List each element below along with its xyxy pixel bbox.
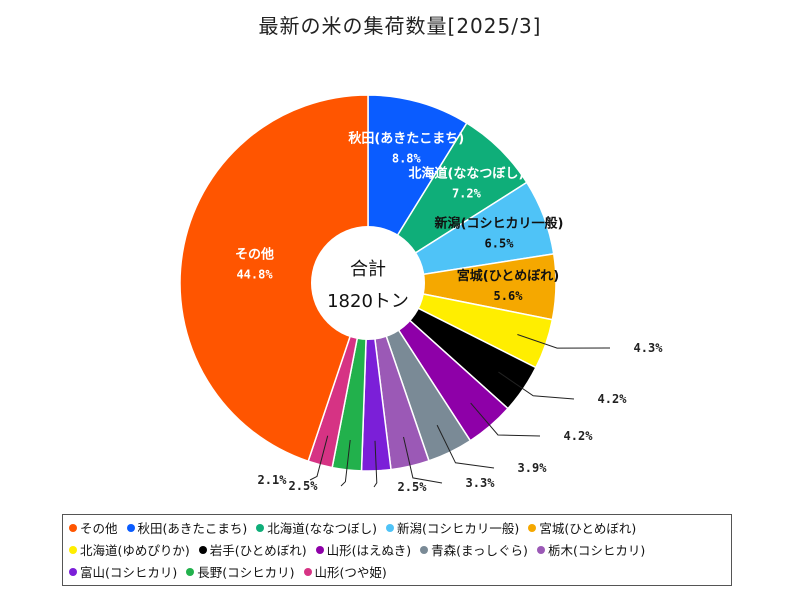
- legend-row: 富山(コシヒカリ) 長野(コシヒカリ) 山形(つや姫): [69, 562, 725, 584]
- legend-label: 長野(コシヒカリ): [197, 565, 295, 580]
- legend-marker-icon: [69, 546, 77, 554]
- legend-label: 岩手(ひとめぼれ): [209, 543, 307, 558]
- legend-label: 北海道(ななつぼし): [267, 521, 378, 536]
- slice-percent-label: 4.2%: [564, 429, 594, 443]
- legend-marker-icon: [420, 546, 429, 554]
- legend-item: 栃木(コシヒカリ): [536, 540, 646, 562]
- legend-marker-icon: [198, 546, 207, 554]
- legend-item: 山形(つや姫): [303, 562, 387, 584]
- legend-label: 青森(まっしぐら): [431, 543, 528, 558]
- legend-label: 秋田(あきたこまち): [137, 521, 248, 536]
- slice-percent-label: 3.3%: [466, 476, 496, 490]
- legend-item: 長野(コシヒカリ): [186, 562, 295, 584]
- legend-item: 富山(コシヒカリ): [69, 562, 177, 584]
- leader-line: [470, 402, 541, 437]
- leader-line: [340, 439, 351, 487]
- legend-label: 富山(コシヒカリ): [80, 565, 178, 580]
- slice-name-label: 宮城(ひとめぼれ): [457, 268, 560, 284]
- legend-item: 北海道(ゆめぴりか): [69, 540, 190, 562]
- legend-marker-icon: [126, 524, 135, 532]
- leader-line: [517, 334, 611, 349]
- slice-percent-label: 2.5%: [289, 479, 319, 493]
- legend-marker-icon: [386, 524, 395, 532]
- slice-percent-label: 7.2%: [452, 187, 482, 201]
- center-total-value: 1820トン: [327, 291, 409, 312]
- legend-item: 新潟(コシヒカリ一般): [386, 518, 519, 540]
- legend-marker-icon: [315, 546, 324, 554]
- slice-percent-label: 5.6%: [494, 289, 524, 303]
- legend-label: 新潟(コシヒカリ一般): [397, 521, 520, 536]
- legend: その他 秋田(あきたこまち) 北海道(ななつぼし) 新潟(コシヒカリ一般) 宮城(ひとめ…: [62, 514, 732, 586]
- legend-item: 青森(まっしぐら): [420, 540, 528, 562]
- slice-percent-label: 2.5%: [398, 480, 428, 494]
- slice-percent-label: 2.1%: [258, 473, 288, 487]
- leader-line: [309, 435, 329, 481]
- legend-item: 岩手(ひとめぼれ): [198, 540, 307, 562]
- slice-percent-label: 6.5%: [485, 237, 515, 251]
- legend-item: その他: [69, 518, 118, 540]
- slice-name-label: 北海道(ななつぼし): [408, 166, 524, 182]
- leader-line: [373, 440, 378, 488]
- center-total-label: 合計: [350, 259, 386, 280]
- legend-marker-icon: [186, 568, 195, 576]
- legend-item: 山形(はえぬき): [315, 540, 412, 562]
- legend-marker-icon: [69, 568, 77, 576]
- legend-marker-icon: [528, 524, 537, 532]
- leader-line: [498, 371, 575, 400]
- slice-percent-label: 8.8%: [392, 151, 422, 165]
- slice-name-label: その他: [235, 247, 274, 263]
- legend-marker-icon: [536, 546, 545, 554]
- leader-line: [403, 436, 443, 484]
- slice-percent-label: 44.8%: [236, 268, 273, 282]
- legend-label: 山形(つや姫): [314, 565, 387, 580]
- donut-center-hole: [311, 226, 425, 340]
- legend-label: 山形(はえぬき): [326, 543, 412, 558]
- legend-marker-icon: [303, 568, 312, 576]
- legend-label: 北海道(ゆめぴりか): [80, 543, 190, 558]
- legend-marker-icon: [256, 524, 265, 532]
- slice-name-label: 秋田(あきたこまち): [348, 130, 464, 146]
- legend-item: 宮城(ひとめぼれ): [528, 518, 636, 540]
- legend-label: その他: [80, 521, 118, 536]
- legend-row: 北海道(ゆめぴりか) 岩手(ひとめぼれ) 山形(はえぬき) 青森(まっしぐら) 栃木(コ…: [69, 540, 725, 562]
- slice-percent-label: 3.9%: [518, 461, 548, 475]
- legend-item: 北海道(ななつぼし): [256, 518, 377, 540]
- legend-marker-icon: [69, 524, 77, 532]
- chart-title: 最新の米の集荷数量[2025/3]: [258, 14, 542, 38]
- legend-label: 栃木(コシヒカリ): [547, 543, 646, 558]
- legend-row: その他 秋田(あきたこまち) 北海道(ななつぼし) 新潟(コシヒカリ一般) 宮城(ひとめ…: [69, 518, 725, 540]
- legend-label: 宮城(ひとめぼれ): [539, 521, 637, 536]
- slice-name-label: 新潟(コシヒカリ一般): [435, 216, 564, 232]
- pie-slice: [179, 94, 369, 463]
- slice-percent-label: 4.3%: [634, 341, 664, 355]
- leader-line: [436, 424, 495, 469]
- slice-percent-label: 4.2%: [598, 392, 628, 406]
- legend-item: 秋田(あきたこまち): [126, 518, 248, 540]
